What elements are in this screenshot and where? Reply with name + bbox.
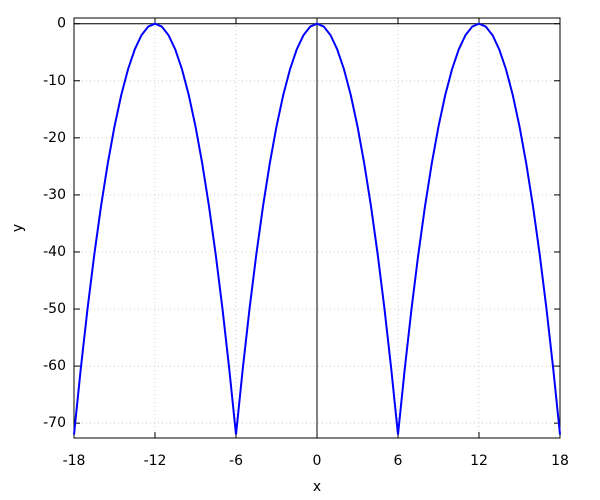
- line-series: [73, 22, 561, 435]
- x-tick-label: 12: [470, 453, 488, 469]
- y-axis-label: y: [10, 224, 26, 232]
- y-tick-label: -20: [43, 130, 66, 146]
- y-tick-label: -30: [43, 187, 66, 203]
- y-tick-label: 0: [57, 16, 66, 32]
- x-tick-label: 6: [394, 453, 403, 469]
- x-tick-label: 18: [551, 453, 569, 469]
- y-tick-label: -40: [43, 244, 66, 260]
- y-tick-label: -10: [43, 73, 66, 89]
- plot-frame: [73, 17, 561, 439]
- x-tick-label: -6: [229, 453, 243, 469]
- y-tick-label: -60: [43, 358, 66, 374]
- x-tick-label: 0: [313, 453, 322, 469]
- y-tick-label: -70: [43, 415, 66, 431]
- x-axis-label: x: [313, 479, 321, 495]
- x-tick-label: -12: [144, 453, 167, 469]
- y-tick-label: -50: [43, 301, 66, 317]
- x-tick-label: -18: [63, 453, 86, 469]
